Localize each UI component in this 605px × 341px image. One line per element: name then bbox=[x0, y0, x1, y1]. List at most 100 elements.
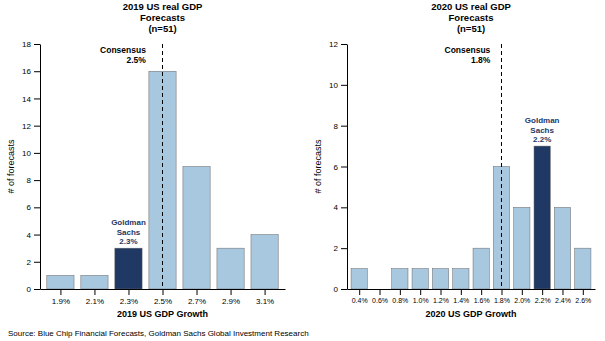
plot-area bbox=[351, 44, 591, 289]
x-tick-mark bbox=[501, 289, 502, 295]
y-axis: 024681012 bbox=[329, 40, 347, 294]
x-tick-label: 0.6% bbox=[372, 297, 388, 304]
bar bbox=[514, 207, 530, 289]
y-tick: 18 bbox=[22, 40, 40, 49]
y-axis-line bbox=[40, 45, 41, 290]
x-axis-title: 2019 US GDP Growth bbox=[117, 309, 208, 319]
y-tick: 4 bbox=[27, 231, 40, 240]
x-tick-mark bbox=[197, 289, 198, 295]
y-tick-label: 0 bbox=[27, 285, 32, 294]
x-tick-mark bbox=[128, 289, 129, 295]
y-tick-label: 8 bbox=[334, 122, 339, 131]
x-tick-mark bbox=[231, 289, 232, 295]
x-tick-label: 1.4% bbox=[453, 297, 469, 304]
y-tick-mark bbox=[341, 207, 347, 208]
bar bbox=[554, 207, 570, 289]
panel: 1.9%2.1%2.3%2.5%2.7%2.9%3.1%024681012141… bbox=[6, 1, 286, 319]
x-tick: 2.9% bbox=[222, 289, 240, 306]
reference-label: Consensus2.5% bbox=[100, 45, 146, 65]
y-tick: 8 bbox=[27, 176, 40, 185]
y-axis-title: # of forecasts bbox=[313, 139, 323, 194]
y-tick-mark bbox=[341, 289, 347, 290]
x-tick-mark bbox=[400, 289, 401, 295]
x-tick-label: 1.9% bbox=[52, 297, 70, 306]
x-tick-label: 2.9% bbox=[222, 297, 240, 306]
y-tick-label: 10 bbox=[329, 81, 338, 90]
text-line: 2.5% bbox=[127, 55, 147, 65]
y-tick-mark bbox=[341, 85, 347, 86]
bar bbox=[251, 235, 278, 289]
x-tick: 0.8% bbox=[392, 289, 408, 304]
text-line: (n=51) bbox=[457, 23, 485, 34]
chart: 1.9%2.1%2.3%2.5%2.7%2.9%3.1%024681012141… bbox=[0, 0, 605, 341]
x-tick-mark bbox=[441, 289, 442, 295]
y-tick-label: 14 bbox=[22, 95, 31, 104]
x-tick-label: 2.7% bbox=[188, 297, 206, 306]
x-tick-label: 2.1% bbox=[86, 297, 104, 306]
x-tick-mark bbox=[265, 289, 266, 295]
bar bbox=[217, 248, 244, 289]
bar bbox=[432, 269, 448, 289]
x-tick-label: 2.3% bbox=[120, 297, 138, 306]
bar bbox=[453, 269, 469, 289]
y-tick: 0 bbox=[334, 285, 347, 294]
x-tick: 2.4% bbox=[555, 289, 571, 304]
y-tick: 16 bbox=[22, 67, 40, 76]
y-tick-mark bbox=[34, 98, 40, 99]
text-line: Sachs bbox=[530, 126, 554, 135]
y-tick-mark bbox=[34, 153, 40, 154]
x-tick: 2.6% bbox=[575, 289, 591, 304]
y-tick-mark bbox=[341, 167, 347, 168]
bar bbox=[371, 289, 387, 290]
y-tick: 0 bbox=[27, 285, 40, 294]
text-line: 2020 US real GDP bbox=[431, 1, 511, 12]
text-line: Sachs bbox=[117, 228, 141, 237]
x-tick: 1.9% bbox=[52, 289, 70, 306]
x-tick-label: 1.6% bbox=[474, 297, 490, 304]
y-tick: 10 bbox=[22, 149, 40, 158]
x-axis-line bbox=[348, 289, 596, 290]
reference-line bbox=[162, 44, 163, 289]
x-tick-label: 0.8% bbox=[392, 297, 408, 304]
x-tick-label: 2.4% bbox=[555, 297, 571, 304]
x-tick-mark bbox=[481, 289, 482, 295]
x-tick: 2.5% bbox=[154, 289, 172, 306]
y-tick-mark bbox=[34, 262, 40, 263]
y-tick-mark bbox=[34, 289, 40, 290]
y-tick-label: 6 bbox=[334, 163, 339, 172]
annotation: GoldmanSachs2.2% bbox=[525, 116, 560, 144]
panel: 0.4%0.6%0.8%1.0%1.2%1.4%1.6%1.8%2.0%2.2%… bbox=[313, 1, 596, 319]
bar bbox=[183, 167, 210, 290]
x-tick-label: 0.4% bbox=[352, 297, 368, 304]
y-tick: 8 bbox=[334, 122, 347, 131]
bar bbox=[351, 269, 367, 289]
text-line: Forecasts bbox=[140, 12, 185, 23]
x-tick-mark bbox=[583, 289, 584, 295]
y-axis: 024681012141618 bbox=[22, 40, 40, 294]
text-line: (n=51) bbox=[148, 23, 176, 34]
x-axis: 1.9%2.1%2.3%2.5%2.7%2.9%3.1% bbox=[41, 289, 286, 306]
y-axis-line bbox=[347, 45, 348, 290]
y-tick: 2 bbox=[334, 244, 347, 253]
x-tick-label: 1.8% bbox=[494, 297, 510, 304]
title: 2020 US real GDPForecasts(n=51) bbox=[431, 1, 511, 34]
x-tick-mark bbox=[94, 289, 95, 295]
x-tick: 1.8% bbox=[494, 289, 510, 304]
y-tick: 12 bbox=[22, 122, 40, 131]
x-axis: 0.4%0.6%0.8%1.0%1.2%1.4%1.6%1.8%2.0%2.2%… bbox=[348, 289, 596, 304]
x-tick-mark bbox=[542, 289, 543, 295]
text-line: 1.8% bbox=[471, 55, 491, 65]
bar bbox=[473, 248, 489, 289]
text-line: Goldman bbox=[111, 218, 146, 227]
y-tick: 4 bbox=[334, 203, 347, 212]
y-tick-mark bbox=[34, 235, 40, 236]
x-tick: 1.0% bbox=[413, 289, 429, 304]
annotation: GoldmanSachs2.3% bbox=[111, 218, 146, 246]
source: Source: Blue Chip Financial Forecasts, G… bbox=[8, 329, 309, 338]
text-line: 2019 US real GDP bbox=[123, 1, 203, 12]
text-line: 2.3% bbox=[119, 237, 137, 246]
x-tick: 2.7% bbox=[188, 289, 206, 306]
reference-label: Consensus1.8% bbox=[445, 45, 491, 65]
y-tick-mark bbox=[34, 207, 40, 208]
y-tick-mark bbox=[34, 71, 40, 72]
